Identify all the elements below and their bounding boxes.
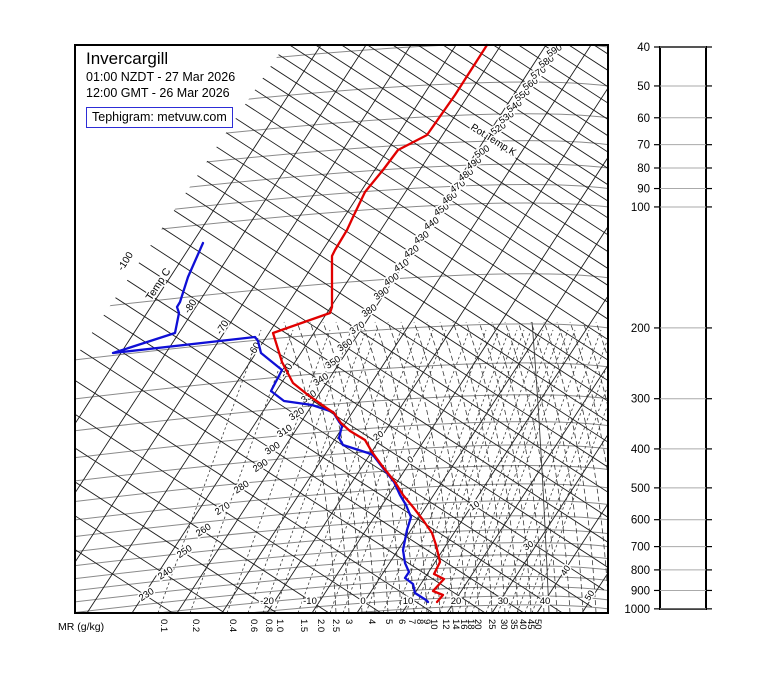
svg-text:290: 290 xyxy=(251,457,270,475)
pressure-tick-label: 700 xyxy=(631,542,650,554)
mr-tick-label: 18 xyxy=(465,619,476,630)
pressure-tick-label: 60 xyxy=(637,113,650,125)
pressure-tick-label: 900 xyxy=(631,585,650,597)
station-title: Invercargill xyxy=(86,49,169,68)
svg-text:40: 40 xyxy=(540,596,551,607)
mr-tick-label: 2.5 xyxy=(330,619,341,632)
pressure-tick-label: 300 xyxy=(631,394,650,406)
svg-text:310: 310 xyxy=(275,423,294,441)
mr-tick-label: 0.1 xyxy=(158,619,169,632)
mr-tick-label: 50 xyxy=(532,619,543,630)
svg-text:40: 40 xyxy=(559,563,573,577)
pressure-tick-label: 80 xyxy=(637,163,650,175)
svg-text:380: 380 xyxy=(360,302,379,320)
svg-text:360: 360 xyxy=(336,337,355,355)
pressure-tick-label: 800 xyxy=(631,565,650,577)
mr-tick-label: 5 xyxy=(383,619,394,624)
mr-tick-label: 20 xyxy=(472,619,483,630)
svg-text:50: 50 xyxy=(583,588,597,602)
mr-tick-label: 9 xyxy=(421,619,432,624)
mr-tick-label: 25 xyxy=(486,619,497,630)
svg-text:280: 280 xyxy=(232,478,251,496)
mr-tick-label: 8 xyxy=(414,619,425,624)
surface-temp-labels: -20 -10 0 10 20 30 40 xyxy=(259,594,552,608)
temperature-trace xyxy=(271,43,489,604)
svg-text:-100: -100 xyxy=(116,250,136,273)
pressure-tick-label: 50 xyxy=(637,81,650,93)
svg-text:20: 20 xyxy=(451,596,462,607)
mr-tick-label: 4 xyxy=(366,619,377,624)
mr-tick-label: 16 xyxy=(458,619,469,630)
mr-tick-label: 6 xyxy=(396,619,407,624)
utc-time: 12:00 GMT - 26 Mar 2026 xyxy=(86,86,230,100)
mr-tick-label: 14 xyxy=(450,619,461,630)
mr-tick-label: 12 xyxy=(440,619,451,630)
mr-axis-title: MR (g/kg) xyxy=(58,621,104,633)
mr-tick-label: 30 xyxy=(498,619,509,630)
plot-frame xyxy=(74,44,609,614)
moist-adiabat-lines xyxy=(283,321,608,613)
mr-tick-label: 0.4 xyxy=(227,619,238,632)
mr-tick-label: 1.0 xyxy=(274,619,285,632)
svg-text:10: 10 xyxy=(467,499,481,513)
source-link[interactable]: Tephigram: metvuw.com xyxy=(86,107,233,128)
svg-text:30: 30 xyxy=(498,596,509,607)
svg-text:-20: -20 xyxy=(260,596,274,607)
title-block: Invercargill 01:00 NZDT - 27 Mar 2026 12… xyxy=(86,48,235,128)
svg-text:0: 0 xyxy=(360,596,365,607)
svg-text:350: 350 xyxy=(324,354,343,372)
pressure-tick-label: 400 xyxy=(631,444,650,456)
mr-axis: MR (g/kg) 0.1 0.2 0.4 0.6 0.8 1.0 1.5 2.0 2.5 3 4 5 6… xyxy=(58,619,543,633)
svg-text:250: 250 xyxy=(175,543,194,561)
mr-tick-label: 2.0 xyxy=(315,619,326,632)
reference-moist-adiabat xyxy=(531,321,550,613)
pressure-tick-label: 1000 xyxy=(624,604,650,616)
mr-tick-label: 0.8 xyxy=(263,619,274,632)
mr-tick-label: 0.2 xyxy=(190,619,201,632)
local-time: 01:00 NZDT - 27 Mar 2026 xyxy=(86,70,236,84)
mr-tick-label: 0.6 xyxy=(248,619,259,632)
temp-axis-label: Temp C xyxy=(144,266,174,303)
mixing-ratio-lines xyxy=(157,329,608,613)
mr-tick-label: 1.5 xyxy=(298,619,309,632)
pressure-tick-label: 40 xyxy=(637,42,650,54)
pressure-tick-label: 100 xyxy=(631,202,650,214)
svg-text:-80: -80 xyxy=(182,297,199,315)
svg-text:10: 10 xyxy=(403,596,414,607)
mr-tick-label: 3 xyxy=(343,619,354,624)
pressure-tick-label: 600 xyxy=(631,515,650,527)
mr-tick-label: 10 xyxy=(428,619,439,630)
pressure-tick-label: 90 xyxy=(637,184,650,196)
svg-text:-10: -10 xyxy=(303,596,317,607)
mr-tick-label: 45 xyxy=(525,619,536,630)
pressure-scale-bar: 40 50 60 70 80 90 100 200 300 400 500 600 700 800 900 1… xyxy=(624,42,712,616)
mr-tick-label: 7 xyxy=(406,619,417,624)
pressure-tick-label: 200 xyxy=(631,323,650,335)
dewpoint-trace xyxy=(111,241,430,604)
pressure-tick-label: 500 xyxy=(631,483,650,495)
pressure-tick-label: 70 xyxy=(637,140,650,152)
mr-tick-label: 40 xyxy=(517,619,528,630)
mr-tick-label: 35 xyxy=(508,619,519,630)
